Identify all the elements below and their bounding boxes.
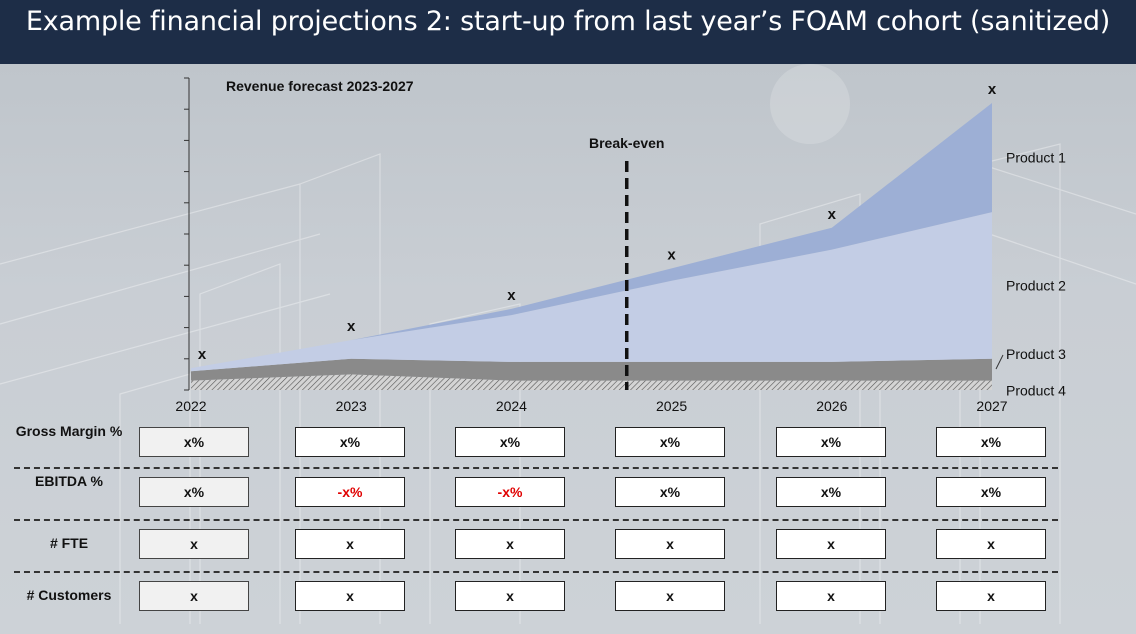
row-divider [14, 467, 1058, 469]
point-label-2024: x [507, 287, 516, 304]
area-product-1 [191, 102, 992, 369]
y-axis [184, 77, 190, 391]
metric-cell: x [455, 581, 565, 611]
row-label: EBITDA % [35, 473, 103, 489]
metric-cell: -x% [455, 477, 565, 507]
metric-cell: x% [139, 477, 249, 507]
metric-cell: x [295, 529, 405, 559]
metric-cell: x [776, 581, 886, 611]
background-city-image [0, 64, 1136, 624]
series-label-product-3: Product 3 [1006, 346, 1066, 362]
x-axis-tick-labels: 2022 2023 2024 2025 2026 2027 [175, 398, 1007, 414]
series-labels: Product 4 Product 3 Product 2 Product 1 [995, 150, 1066, 399]
metric-cell: x% [295, 427, 405, 457]
metric-cell: x [936, 529, 1046, 559]
metric-cell: x% [139, 427, 249, 457]
row-label: # FTE [49, 535, 89, 551]
series-label-product-4: Product 4 [1006, 383, 1066, 399]
x-tick-label-2023: 2023 [336, 398, 367, 414]
revenue-forecast-chart: 2022 2023 2024 2025 2026 2027 x x x x x x Product … [175, 77, 1066, 414]
point-label-2022: x [198, 346, 207, 363]
metric-cell: x [615, 581, 725, 611]
point-label-2026: x [828, 206, 837, 223]
metric-cell: x [776, 529, 886, 559]
chart-title: Revenue forecast 2023-2027 [226, 78, 414, 94]
x-tick-label-2027: 2027 [976, 398, 1007, 414]
metric-cell: x% [615, 477, 725, 507]
break-even-label: Break-even [589, 135, 665, 151]
x-tick-label-2026: 2026 [816, 398, 847, 414]
series-label-leader-line [995, 354, 1004, 370]
point-label-2025: x [667, 246, 676, 263]
area-product-3 [191, 358, 992, 381]
metric-cell: x [295, 581, 405, 611]
metric-cell: x% [776, 477, 886, 507]
metric-cell: x% [776, 427, 886, 457]
area-product-2 [191, 212, 992, 372]
area-series-group [191, 102, 992, 390]
row-divider [14, 519, 1058, 521]
point-label-2027: x [988, 81, 997, 98]
title-bar: Example financial projections 2: start-u… [0, 0, 1136, 64]
page-title: Example financial projections 2: start-u… [25, 6, 1111, 37]
series-label-product-2: Product 2 [1006, 277, 1066, 293]
metric-cell: x% [455, 427, 565, 457]
metric-cell: x% [936, 477, 1046, 507]
area-product-4 [191, 374, 992, 390]
point-label-2023: x [347, 318, 356, 335]
metric-cell: x [139, 581, 249, 611]
metric-cell: x [615, 529, 725, 559]
metric-cell: x% [615, 427, 725, 457]
x-tick-label-2022: 2022 [175, 398, 206, 414]
x-tick-label-2024: 2024 [496, 398, 527, 414]
series-label-product-1: Product 1 [1006, 150, 1066, 166]
point-labels: x x x x x x [198, 81, 997, 363]
metric-cell: -x% [295, 477, 405, 507]
metric-cell: x [139, 529, 249, 559]
row-divider [14, 571, 1058, 573]
metric-cell: x% [936, 427, 1046, 457]
row-label: # Customers [26, 587, 112, 603]
x-tick-label-2025: 2025 [656, 398, 687, 414]
metric-cell: x [936, 581, 1046, 611]
row-label: Gross Margin % [15, 423, 123, 439]
metric-cell: x [455, 529, 565, 559]
